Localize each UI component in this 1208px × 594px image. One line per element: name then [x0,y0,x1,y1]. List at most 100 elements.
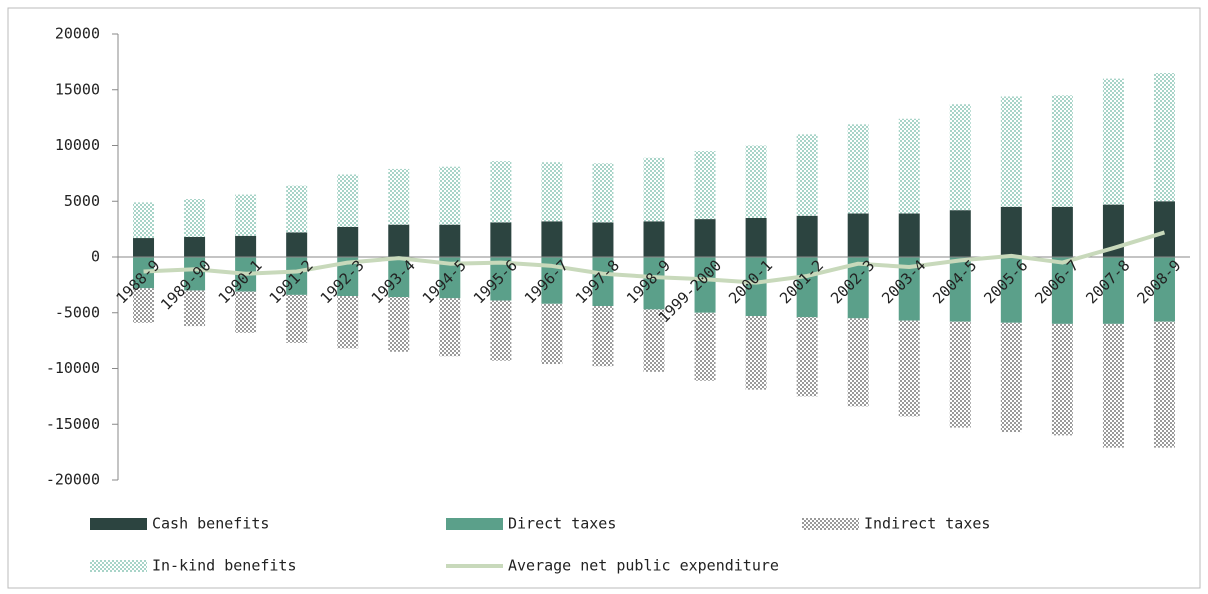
bar [949,210,971,257]
bar [1051,257,1073,324]
bar [490,300,512,361]
y-tick-label: 0 [91,248,100,266]
bar [1000,206,1022,257]
bar [1153,201,1175,257]
bar [184,236,206,257]
legend-label: Indirect taxes [864,515,990,533]
bar [490,222,512,257]
bar [133,238,155,257]
bar [337,174,359,227]
bar [439,166,461,225]
bar [694,312,716,381]
bar [1102,323,1124,448]
bar [1153,73,1175,202]
bar [1000,322,1022,433]
bar [439,257,461,299]
bar [694,151,716,220]
bar [643,309,665,372]
bar [643,257,665,310]
bar [337,226,359,257]
bar [847,257,869,319]
bar [286,294,308,343]
bar [133,288,155,323]
y-tick-label: 20000 [55,25,100,43]
legend-label: Average net public expenditure [508,557,779,575]
bar [1153,321,1175,448]
bar [490,257,512,301]
y-tick-label: -20000 [46,471,100,489]
bar [847,124,869,214]
bar [1153,257,1175,322]
bar [337,296,359,349]
y-tick-label: -15000 [46,415,100,433]
legend-swatch [446,518,503,530]
bar [745,217,767,257]
bar [643,157,665,222]
bar [541,162,563,222]
bar [745,316,767,390]
bar [796,134,818,216]
bar [1102,78,1124,205]
bar [286,185,308,233]
y-tick-label: -5000 [55,303,100,321]
bar [847,318,869,407]
bar [1102,204,1124,257]
bar [439,298,461,357]
bar [898,257,920,321]
bar [286,232,308,257]
bar [1051,95,1073,207]
bar [1102,257,1124,324]
bar [184,257,206,291]
y-tick-label: 10000 [55,136,100,154]
bar [184,290,206,327]
bar [133,257,155,289]
bar [898,320,920,417]
line [143,230,1166,285]
bar [949,257,971,322]
bar [592,306,614,367]
bar [796,317,818,397]
bar [439,224,461,257]
bar [847,213,869,257]
legend-label: Direct taxes [508,515,616,533]
bar [592,222,614,257]
bar [1000,257,1022,323]
y-tick-label: -10000 [46,359,100,377]
bar [898,213,920,257]
bar [1000,96,1022,207]
bar [796,215,818,257]
bar [949,104,971,211]
y-tick-label: 5000 [64,192,100,210]
bar [541,303,563,365]
bar [388,168,410,225]
bar [541,221,563,257]
bar [490,161,512,223]
bar [796,257,818,318]
bar [745,145,767,218]
bar [745,257,767,317]
bar [235,235,257,257]
bar [184,199,206,237]
chart-border [7,7,1201,589]
legend-swatch [90,560,147,572]
bar [1051,206,1073,257]
bar [949,321,971,428]
bar [235,291,257,333]
bar [235,194,257,236]
bar [337,257,359,297]
legend-label: In-kind benefits [152,557,297,575]
bar [592,163,614,223]
bar [898,118,920,214]
bar [694,219,716,257]
bar [286,257,308,295]
legend-swatch [802,518,859,530]
bar [643,221,665,257]
bar [388,297,410,352]
bar [388,224,410,257]
bar [592,257,614,307]
legend-label: Cash benefits [152,515,269,533]
bar [1051,323,1073,436]
bar [694,257,716,313]
